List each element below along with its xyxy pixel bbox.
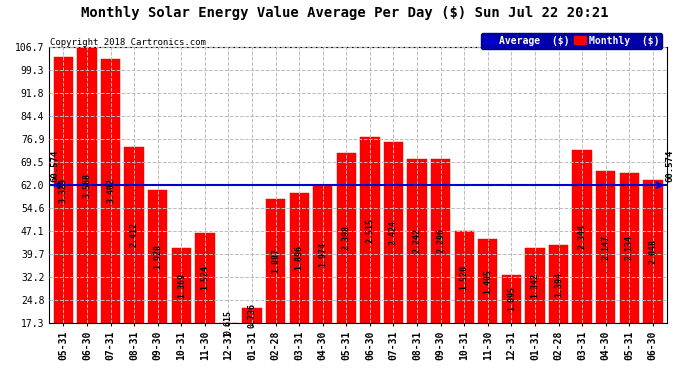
Bar — [573, 150, 592, 323]
Bar — [360, 137, 380, 323]
Text: 2.424: 2.424 — [389, 220, 398, 245]
Text: 1.524: 1.524 — [200, 266, 209, 291]
Text: 2.515: 2.515 — [366, 217, 375, 243]
Text: 3.402: 3.402 — [106, 178, 115, 203]
Bar — [195, 233, 215, 323]
Bar — [643, 180, 662, 323]
Bar — [549, 245, 569, 323]
Text: 60.574: 60.574 — [666, 150, 675, 182]
Text: 2.048: 2.048 — [649, 239, 658, 264]
Text: 2.344: 2.344 — [578, 224, 586, 249]
Text: 60.574: 60.574 — [50, 150, 59, 182]
Bar — [407, 159, 426, 323]
Bar — [101, 58, 120, 323]
Text: 1.369: 1.369 — [177, 273, 186, 298]
Text: 3.329: 3.329 — [59, 177, 68, 203]
Text: 2.296: 2.296 — [436, 228, 445, 254]
Bar — [502, 274, 521, 323]
Text: 2.412: 2.412 — [130, 222, 139, 247]
Bar — [596, 171, 615, 323]
Bar — [242, 309, 262, 323]
Text: 2.398: 2.398 — [342, 225, 351, 251]
Text: 0.736: 0.736 — [248, 303, 257, 328]
Bar — [290, 193, 309, 323]
Bar — [77, 48, 97, 323]
Bar — [54, 57, 73, 323]
Text: 2.242: 2.242 — [413, 228, 422, 254]
Bar — [337, 153, 356, 323]
Text: 1.896: 1.896 — [295, 245, 304, 270]
Text: 1.974: 1.974 — [318, 242, 327, 267]
Text: 1.887: 1.887 — [271, 249, 280, 273]
Text: Copyright 2018 Cartronics.com: Copyright 2018 Cartronics.com — [50, 38, 206, 46]
Text: 1.342: 1.342 — [531, 273, 540, 298]
Text: 1.095: 1.095 — [507, 286, 516, 311]
Text: 1.394: 1.394 — [554, 272, 563, 297]
Text: 1.520: 1.520 — [460, 265, 469, 290]
Bar — [266, 199, 285, 323]
Bar — [148, 190, 168, 323]
Text: 2.147: 2.147 — [601, 235, 610, 260]
Bar — [525, 248, 544, 323]
Bar — [478, 239, 497, 323]
Text: 3.568: 3.568 — [83, 173, 92, 198]
Bar — [124, 147, 144, 323]
Bar — [384, 142, 403, 323]
Bar — [620, 173, 639, 323]
Text: 0.615: 0.615 — [224, 310, 233, 336]
Text: 2.134: 2.134 — [624, 236, 634, 260]
Text: 1.928: 1.928 — [153, 244, 162, 269]
Bar — [313, 185, 333, 323]
Text: 1.405: 1.405 — [483, 268, 493, 294]
Bar — [455, 231, 474, 323]
Text: Monthly Solar Energy Value Average Per Day ($) Sun Jul 22 20:21: Monthly Solar Energy Value Average Per D… — [81, 6, 609, 20]
Legend: Average  ($), Monthly  ($): Average ($), Monthly ($) — [482, 33, 662, 49]
Bar — [431, 159, 451, 323]
Bar — [172, 248, 191, 323]
